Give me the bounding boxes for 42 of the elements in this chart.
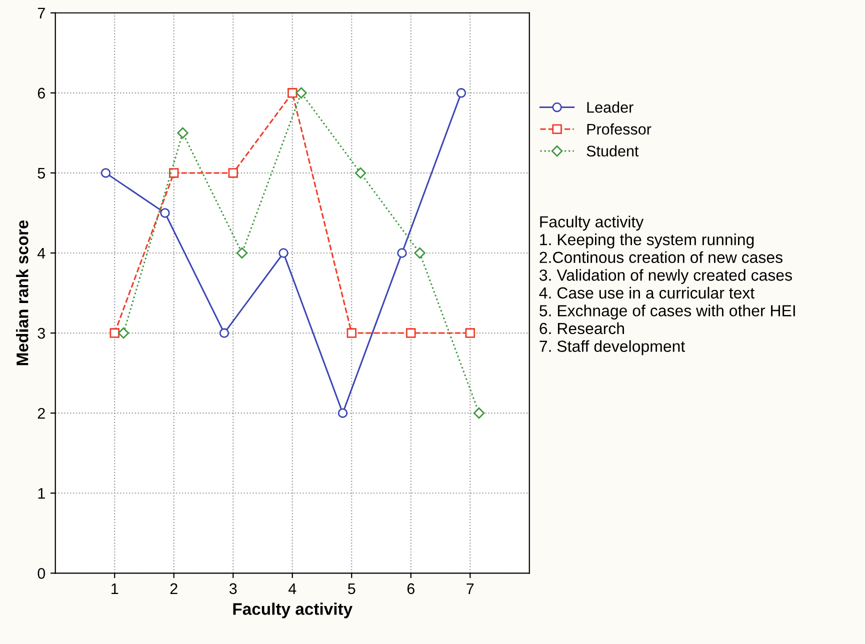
x-tick-label: 3 [229,583,237,594]
point [236,247,248,259]
point [456,88,466,98]
point [160,208,170,218]
point [465,328,475,338]
point [406,328,416,338]
point [354,167,366,179]
text: Faculty activity 1. Keeping the system running 2.Continous creation of new cases 3. Validation of newly created cases 4. Case use in a curricular text 5. Exchnage of cases with other HEI 6. Research 7. Staff development [539,216,795,356]
y-tick-label: 3 [38,328,45,339]
x-tick-label: 2 [170,583,178,594]
point [118,327,130,339]
x-tick-label: 1 [112,583,118,594]
point [219,328,230,338]
point [338,408,348,418]
point [110,328,120,338]
point [414,247,426,259]
y-tick-label: 7 [38,8,45,18]
x-tick-label: 6 [407,583,414,594]
point [228,168,238,178]
point [397,248,407,258]
point [100,168,111,178]
legend-label: Leader [587,102,634,113]
x-tick-label: 4 [288,583,296,594]
y-tick-label: 5 [38,168,45,179]
point [288,88,298,98]
x-axis-title: Faculty activity [233,602,352,618]
point [473,407,485,419]
y-tick-label: 0 [38,568,46,579]
point [346,328,356,338]
legend-label: Student [586,145,639,157]
legend-label: Professor [587,123,652,135]
y-axis-title: Median rank score [16,220,28,366]
y-tick-label: 2 [38,408,45,419]
x-tick-label: 7 [466,583,474,594]
point [169,168,179,178]
x-tick-label: 5 [348,583,356,594]
point [278,248,288,258]
y-tick-label: 4 [37,248,46,259]
y-tick-label: 6 [38,88,45,99]
y-tick-label: 1 [38,488,45,499]
point [177,127,188,139]
point [296,87,307,99]
